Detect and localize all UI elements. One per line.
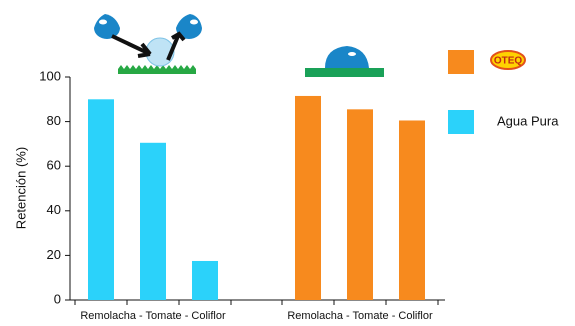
- y-tick-label: 40: [47, 202, 61, 217]
- icon-spread: [305, 46, 384, 77]
- bar: [295, 95, 321, 300]
- y-tick-label: 100: [39, 68, 61, 83]
- bar: [399, 120, 425, 300]
- bar: [347, 109, 373, 301]
- x-group-label: Remolacha - Tomate - Coliflor: [80, 310, 226, 322]
- bar: [192, 260, 218, 300]
- legend-swatch: [448, 50, 474, 74]
- x-group-label: Remolacha - Tomate - Coliflor: [287, 310, 433, 322]
- icon-repel: [93, 14, 202, 74]
- y-axis-label: Retención (%): [13, 147, 28, 229]
- legend-swatch: [448, 110, 474, 134]
- y-tick-label: 0: [54, 291, 61, 306]
- y-tick-label: 80: [47, 113, 61, 128]
- y-tick-label: 20: [47, 247, 61, 262]
- bar: [88, 99, 114, 300]
- legend-label: Agua Pura: [497, 113, 559, 128]
- legend-label: OTEQ: [494, 56, 523, 67]
- y-tick-label: 60: [47, 158, 61, 173]
- legend-logo: [490, 50, 526, 70]
- bar: [140, 142, 166, 300]
